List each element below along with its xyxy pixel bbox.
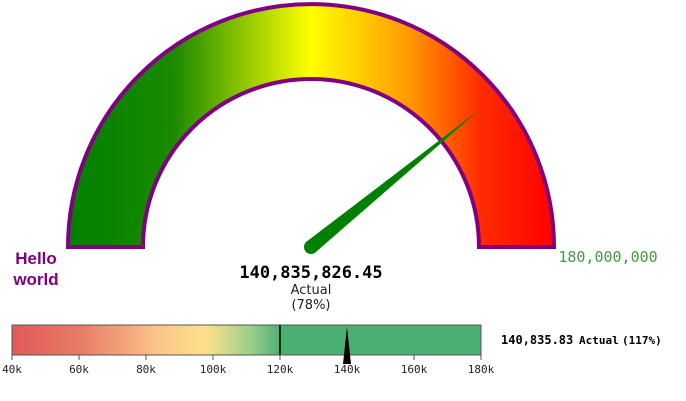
bullet-tick-label: 180k (468, 363, 495, 376)
bullet-caption: Actual (579, 334, 619, 347)
bullet-tick-label: 100k (200, 363, 227, 376)
gauge-caption: Actual (291, 283, 332, 298)
bullet-band-qualitative (12, 325, 280, 355)
bullet-marker (343, 327, 351, 364)
gauge-value-label: 140,835,826.45 (239, 263, 382, 283)
gauge-needle-group (304, 109, 481, 254)
bullet-tick-label: 120k (267, 363, 294, 376)
bullet-chart: 40k 60k 80k 100k 120k 140k 160k 180k 140,835.83… (2, 324, 662, 376)
gauge-needle-hub (304, 240, 318, 254)
bullet-tick-label: 60k (69, 363, 89, 376)
gauge: Hello world 180,000,000 140,835,826.45 A… (12, 2, 658, 313)
bullet-value-label: 140,835.83 (501, 333, 573, 347)
gauge-percent-label: (78%) (291, 298, 330, 313)
gauge-max-label: 180,000,000 (558, 248, 657, 266)
gauge-min-label-word2: world (12, 270, 58, 289)
bullet-percent-label: (117%) (622, 334, 662, 347)
bullet-tick-label: 80k (136, 363, 156, 376)
bullet-ticks: 40k 60k 80k 100k 120k 140k 160k 180k (2, 355, 495, 376)
gauge-arc (65, 2, 557, 249)
bullet-tick-label: 40k (2, 363, 22, 376)
bullet-tick-label: 160k (401, 363, 428, 376)
gauge-needle (306, 109, 481, 253)
bullet-tick-label: 140k (334, 363, 361, 376)
bullet-band-good (280, 325, 481, 355)
gauge-min-label-word1: Hello (15, 249, 57, 268)
bullet-value-readout: 140,835.83 Actual (117%) (501, 333, 662, 347)
